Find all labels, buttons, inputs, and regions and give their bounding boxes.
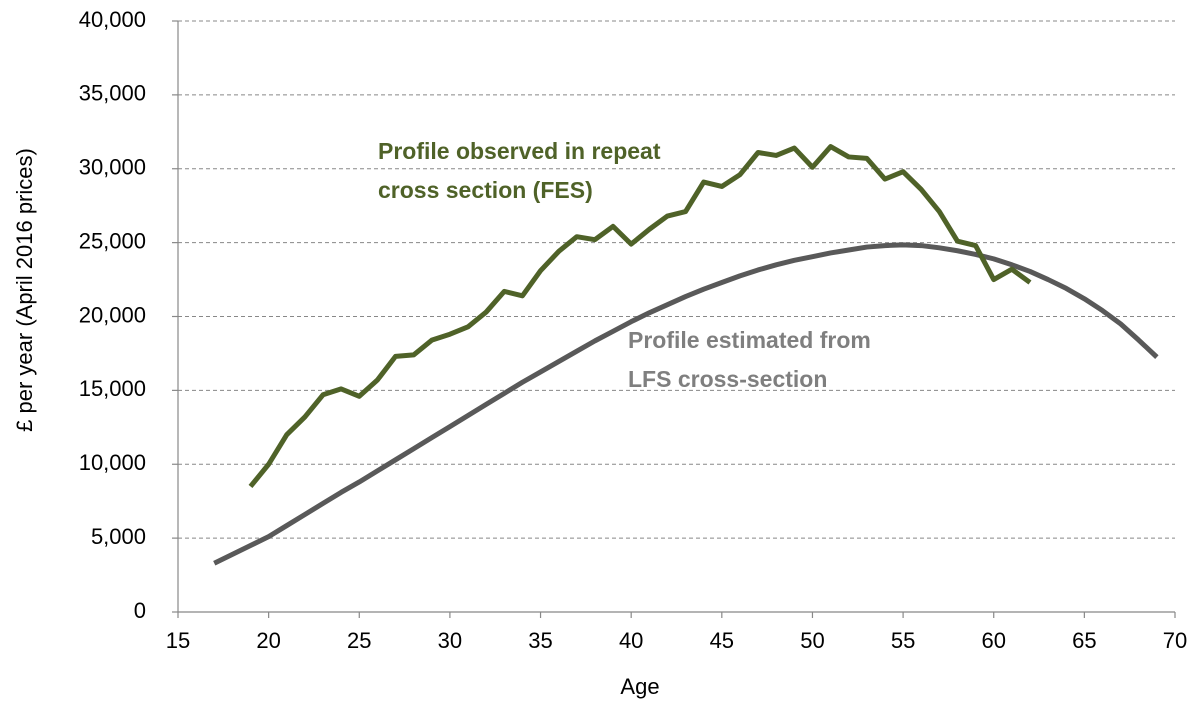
- annotation: LFS cross-section: [628, 366, 827, 392]
- x-tick-label: 55: [891, 628, 915, 653]
- x-axis-label: Age: [620, 674, 659, 699]
- y-tick-label: 0: [134, 598, 146, 623]
- y-tick-label: 30,000: [79, 155, 146, 180]
- x-tick-label: 50: [800, 628, 824, 653]
- annotation: Profile observed in repeat: [378, 138, 661, 164]
- y-tick-label: 10,000: [79, 450, 146, 475]
- annotation: cross section (FES): [378, 177, 593, 203]
- x-tick-label: 65: [1072, 628, 1096, 653]
- x-tick-label: 20: [256, 628, 280, 653]
- y-tick-label: 20,000: [79, 302, 146, 327]
- annotation: Profile estimated from: [628, 327, 871, 353]
- y-tick-label: 40,000: [79, 7, 146, 32]
- series-line: [248, 144, 1032, 488]
- x-tick-label: 35: [528, 628, 552, 653]
- y-tick-label: 25,000: [79, 228, 146, 253]
- x-tick-label: 70: [1163, 628, 1187, 653]
- x-tick-label: 40: [619, 628, 643, 653]
- x-tick-label: 30: [438, 628, 462, 653]
- y-axis-label: £ per year (April 2016 prices): [12, 148, 37, 432]
- y-tick-label: 35,000: [79, 81, 146, 106]
- series-line: [213, 242, 1159, 566]
- y-tick-label: 15,000: [79, 376, 146, 401]
- x-tick-label: 25: [347, 628, 371, 653]
- x-tick-label: 15: [166, 628, 190, 653]
- y-tick-label: 5,000: [91, 524, 146, 549]
- x-tick-label: 60: [981, 628, 1005, 653]
- x-tick-label: 45: [710, 628, 734, 653]
